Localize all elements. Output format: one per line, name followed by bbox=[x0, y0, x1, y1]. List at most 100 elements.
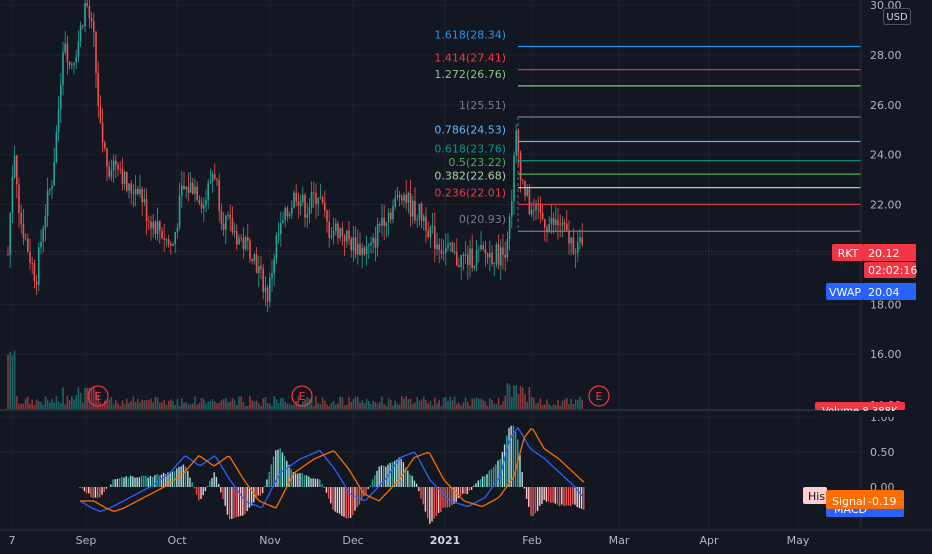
candle bbox=[581, 223, 583, 247]
candle bbox=[401, 194, 403, 205]
macd-histogram-bar bbox=[161, 475, 162, 487]
volume-bar bbox=[16, 396, 18, 410]
volume-bar bbox=[148, 400, 150, 410]
candle bbox=[67, 36, 69, 75]
candle bbox=[315, 184, 317, 219]
candle bbox=[243, 227, 245, 258]
volume-bar bbox=[67, 396, 69, 410]
candle bbox=[359, 232, 361, 255]
volume-bar bbox=[566, 398, 568, 410]
volume-bar bbox=[410, 399, 412, 410]
currency-badge[interactable]: USD bbox=[883, 8, 911, 25]
volume-bar bbox=[172, 401, 174, 410]
time-axis-label: Oct bbox=[167, 534, 187, 547]
candle bbox=[568, 221, 570, 255]
candle bbox=[526, 184, 528, 197]
macd-histogram-bar bbox=[350, 487, 351, 518]
volume-bar bbox=[238, 396, 240, 410]
fib-level-label: 0.618(23.76) bbox=[434, 143, 506, 156]
macd-histogram-bar bbox=[282, 452, 283, 487]
volume-bar bbox=[115, 400, 117, 410]
candle bbox=[370, 236, 372, 253]
fibonacci-extension[interactable]: 1.618(28.34)1.414(27.41)1.272(26.76)1(25… bbox=[434, 28, 861, 231]
candle bbox=[49, 188, 51, 195]
volume-bar bbox=[163, 400, 165, 410]
volume-bar bbox=[256, 400, 258, 410]
candle bbox=[60, 73, 62, 123]
price-axis-tick-label: 28.00 bbox=[870, 49, 902, 62]
candle bbox=[513, 151, 515, 214]
candle bbox=[170, 241, 172, 255]
volume-bar bbox=[170, 399, 172, 410]
macd-histogram-bar bbox=[469, 487, 470, 491]
macd-histogram-bar bbox=[315, 479, 316, 487]
candle bbox=[111, 160, 113, 182]
volume-bar bbox=[504, 396, 506, 410]
candle bbox=[368, 243, 370, 259]
macd-line bbox=[80, 428, 584, 512]
candle bbox=[372, 234, 374, 254]
volume-bar bbox=[394, 401, 396, 410]
macd-histogram-bar bbox=[363, 487, 364, 496]
volume-bar bbox=[60, 403, 62, 410]
volume-bar bbox=[515, 386, 517, 410]
macd-histogram-bar bbox=[524, 487, 525, 489]
volume-bar bbox=[379, 402, 381, 410]
volume-bar bbox=[56, 396, 58, 410]
candle bbox=[447, 233, 449, 251]
earnings-marker[interactable]: E bbox=[589, 386, 609, 406]
volume-bar bbox=[152, 402, 154, 410]
volume-bar bbox=[502, 401, 504, 410]
candle bbox=[478, 245, 480, 262]
price-axis-tick-label: 22.00 bbox=[870, 199, 902, 212]
candle bbox=[377, 218, 379, 257]
candle bbox=[366, 236, 368, 266]
candle bbox=[100, 95, 102, 124]
macd-histogram-bar bbox=[302, 473, 303, 487]
volume-bar bbox=[210, 401, 212, 410]
candle bbox=[476, 240, 478, 271]
candle bbox=[86, 0, 88, 8]
macd-axis-tick-label: 0.50 bbox=[870, 446, 895, 459]
candle bbox=[555, 206, 557, 232]
candle bbox=[498, 234, 500, 269]
fib-level-label: 0(20.93) bbox=[459, 213, 506, 226]
volume-bar bbox=[78, 387, 80, 410]
candle bbox=[113, 155, 115, 183]
candle bbox=[339, 228, 341, 242]
candle bbox=[529, 184, 531, 215]
volume-bar bbox=[221, 401, 223, 410]
volume-bar bbox=[31, 399, 33, 410]
macd-histogram-bar bbox=[508, 428, 509, 487]
macd-histogram-bar bbox=[392, 462, 393, 487]
volume-bar bbox=[491, 400, 493, 410]
candle bbox=[465, 241, 467, 264]
macd-histogram-bar bbox=[299, 473, 300, 487]
candle bbox=[542, 205, 544, 221]
volume-bar bbox=[267, 403, 269, 410]
candle bbox=[425, 207, 427, 243]
candle bbox=[89, 0, 91, 28]
macd-histogram-bar bbox=[321, 484, 322, 487]
volume-bar bbox=[159, 403, 161, 410]
volume-bar bbox=[482, 400, 484, 410]
volume-bar bbox=[155, 397, 157, 410]
macd-histogram-bar bbox=[82, 487, 83, 488]
volume-bar bbox=[443, 398, 445, 410]
candle bbox=[80, 22, 82, 47]
time-axis-label: Sep bbox=[76, 534, 97, 547]
macd-histogram-bar bbox=[504, 444, 505, 487]
macd-histogram-bar bbox=[412, 476, 413, 487]
candle bbox=[381, 204, 383, 237]
macd-histogram-bar bbox=[97, 487, 98, 498]
fib-level-label: 0.236(22.01) bbox=[434, 186, 506, 199]
candle bbox=[212, 171, 214, 193]
vwap-tag-value: 20.04 bbox=[868, 286, 900, 299]
volume-bar bbox=[194, 397, 196, 410]
macd-histogram-bar bbox=[579, 487, 580, 508]
candle bbox=[441, 239, 443, 259]
volume-bar bbox=[207, 402, 209, 410]
candle bbox=[485, 241, 487, 267]
